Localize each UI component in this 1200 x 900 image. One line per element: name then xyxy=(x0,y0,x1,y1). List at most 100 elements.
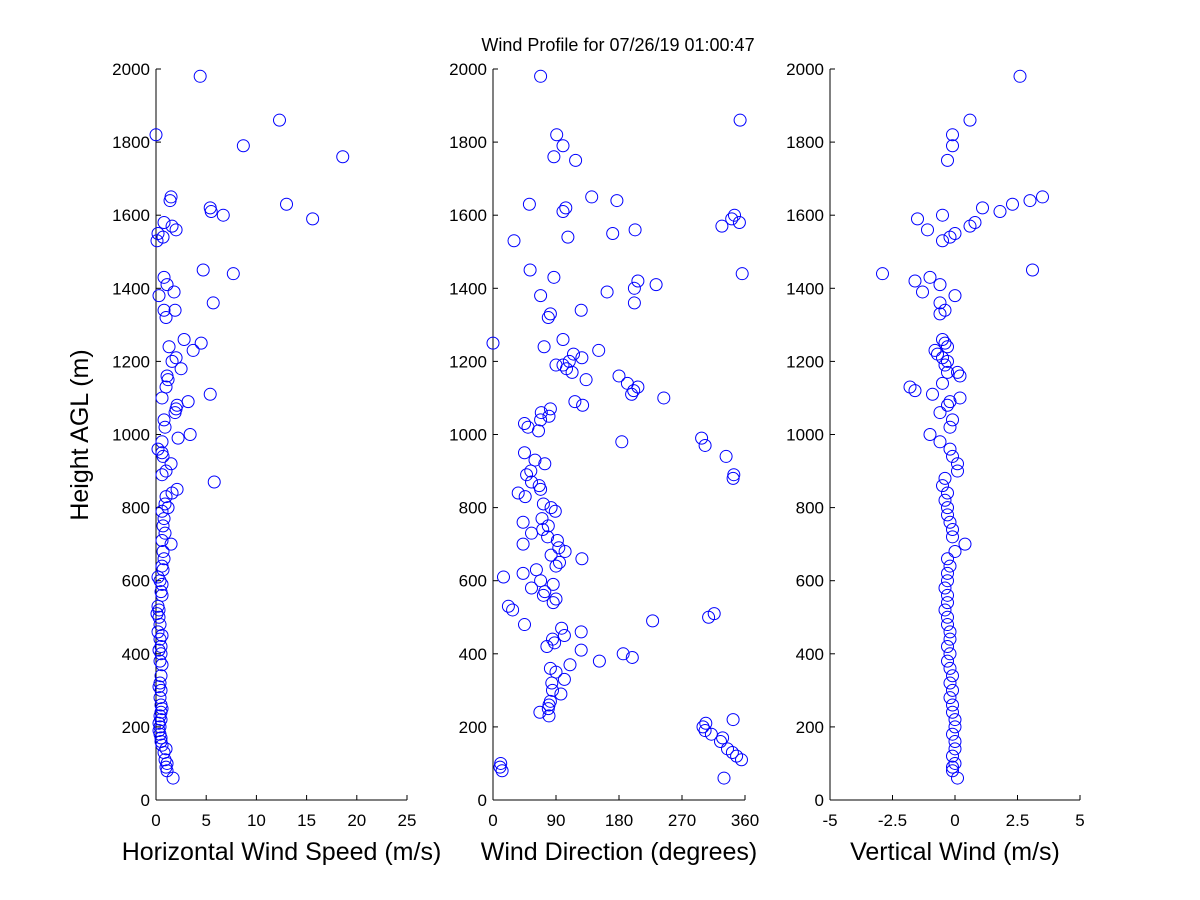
data-point xyxy=(157,216,171,230)
data-point xyxy=(157,413,171,427)
y-tick-label: 0 xyxy=(141,791,150,810)
data-point xyxy=(946,760,959,774)
data-point xyxy=(157,552,171,566)
data-point xyxy=(903,380,917,394)
data-point xyxy=(876,267,889,281)
data-point xyxy=(506,603,520,617)
data-point xyxy=(615,435,629,449)
data-point xyxy=(938,471,952,485)
data-point xyxy=(916,285,929,299)
data-point xyxy=(717,771,731,785)
data-point xyxy=(941,486,954,500)
data-point xyxy=(534,574,548,588)
y-tick-label: 600 xyxy=(122,572,150,591)
data-point xyxy=(725,212,739,226)
data-point xyxy=(535,512,549,526)
data-point xyxy=(714,735,727,749)
data-point xyxy=(162,340,176,354)
data-point xyxy=(193,69,207,83)
data-point xyxy=(272,113,286,127)
data-point xyxy=(550,128,564,142)
data-point xyxy=(152,610,166,624)
data-point xyxy=(516,515,530,529)
data-point xyxy=(943,691,957,705)
data-point xyxy=(951,464,964,478)
data-point xyxy=(226,267,240,281)
data-point xyxy=(943,625,957,639)
data-point xyxy=(542,709,556,723)
x-tick-label: 90 xyxy=(547,811,566,830)
data-point xyxy=(941,398,954,412)
data-point xyxy=(574,625,588,639)
data-point xyxy=(649,278,663,292)
y-tick-label: 600 xyxy=(459,572,487,591)
data-point xyxy=(203,387,217,401)
y-tick-label: 1400 xyxy=(786,279,824,298)
data-point xyxy=(568,395,582,409)
data-point xyxy=(941,596,954,610)
data-point xyxy=(926,387,939,401)
y-tick-label: 400 xyxy=(122,645,150,664)
data-point xyxy=(1013,69,1027,83)
data-point xyxy=(569,153,583,167)
data-point xyxy=(936,234,949,248)
data-point xyxy=(152,716,166,730)
y-tick-label: 800 xyxy=(796,499,824,518)
data-point xyxy=(169,351,183,365)
data-point xyxy=(549,592,563,606)
data-point xyxy=(936,376,949,390)
data-point xyxy=(946,449,959,463)
data-point xyxy=(194,336,208,350)
data-point xyxy=(518,618,531,632)
data-point xyxy=(541,530,555,544)
data-point xyxy=(168,303,182,317)
y-tick-label: 1000 xyxy=(449,426,487,445)
data-point xyxy=(592,654,606,668)
data-point xyxy=(154,683,168,697)
data-point xyxy=(160,278,174,292)
y-tick-label: 2000 xyxy=(449,60,487,79)
data-point xyxy=(158,497,172,511)
data-point xyxy=(556,332,570,346)
data-point xyxy=(953,391,967,405)
data-point xyxy=(546,577,560,591)
data-point xyxy=(155,468,169,482)
y-tick-label: 1000 xyxy=(786,426,824,445)
data-point xyxy=(933,406,947,420)
data-point xyxy=(946,683,959,697)
data-point xyxy=(933,435,947,449)
data-point xyxy=(948,289,962,303)
data-point xyxy=(546,596,560,610)
data-point xyxy=(951,365,964,379)
data-point xyxy=(948,713,962,727)
data-point xyxy=(627,296,641,310)
data-point xyxy=(155,658,169,672)
data-point xyxy=(943,395,957,409)
data-point xyxy=(1006,197,1019,211)
data-point xyxy=(938,336,952,350)
data-point xyxy=(548,504,562,518)
data-point xyxy=(542,409,556,423)
figure-title: Wind Profile for 07/26/19 01:00:47 xyxy=(481,35,754,55)
x-tick-label: -5 xyxy=(822,811,837,830)
data-point xyxy=(557,672,571,686)
data-point xyxy=(203,201,217,215)
data-point xyxy=(933,278,947,292)
data-point xyxy=(953,369,967,383)
data-point xyxy=(730,749,744,763)
data-point xyxy=(721,742,734,756)
data-point xyxy=(159,311,173,325)
data-point xyxy=(695,431,709,445)
data-point xyxy=(936,332,949,346)
data-point xyxy=(735,267,749,281)
data-point xyxy=(562,354,576,368)
data-point xyxy=(524,464,538,478)
data-point xyxy=(207,475,221,489)
y-tick-label: 800 xyxy=(459,499,487,518)
y-axis-label: Height AGL (m) xyxy=(66,349,94,520)
panel-wind-direction: 0 200 400 600 800 1000 1200 1400 1600 1800 2000 0 90… xyxy=(449,60,759,866)
data-point xyxy=(155,435,169,449)
data-point xyxy=(151,442,165,456)
data-point xyxy=(699,716,713,730)
